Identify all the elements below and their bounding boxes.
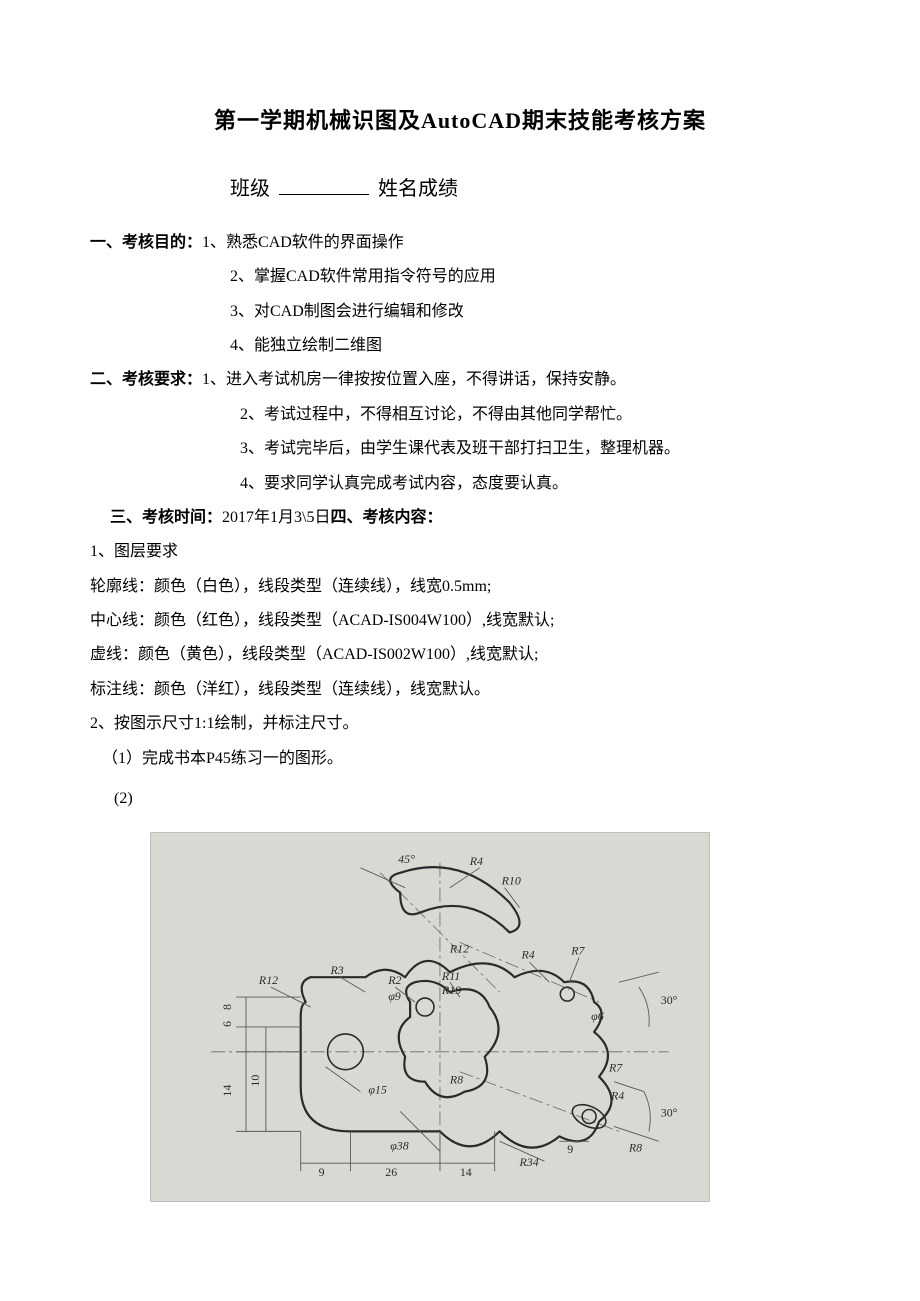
section-content-label: 四、考核内容： xyxy=(330,509,442,526)
label-R11: R11 xyxy=(441,970,460,984)
label-d8: 8 xyxy=(220,1004,234,1010)
req-item-2: 2、考试过程中，不得相互讨论，不得由其他同学帮忙。 xyxy=(90,400,830,430)
section-purpose: 一、考核目的：1、熟悉CAD软件的界面操作 xyxy=(90,228,830,258)
task-1: （1）完成书本P45练习一的图形。 xyxy=(90,744,830,774)
label-R8a: R8 xyxy=(449,1073,463,1087)
task-2: (2) xyxy=(90,784,830,814)
label-R19: R19 xyxy=(441,984,461,998)
label-phi9: φ9 xyxy=(388,990,401,1004)
label-R8b: R8 xyxy=(628,1141,642,1155)
purpose-item-3: 3、对CAD制图会进行编辑和修改 xyxy=(90,297,830,327)
label-R2: R2 xyxy=(387,974,401,988)
section-requirements-label: 二、考核要求： xyxy=(90,371,202,388)
req-item-4: 4、要求同学认真完成考试内容，态度要认真。 xyxy=(90,469,830,499)
engineering-drawing: 45° R4 R10 R12 R3 R2 φ9 R11 R19 R12 R4 R… xyxy=(150,832,710,1202)
section-time-content: 三、考核时间：2017年1月3\5日四、考核内容： xyxy=(90,503,830,533)
label-R10: R10 xyxy=(501,874,521,888)
label-R12-mid: R12 xyxy=(449,942,469,956)
center-spec: 中心线：颜色（红色），线段类型（ACAD-IS004W100）,线宽默认; xyxy=(90,606,830,636)
label-phi6: φ6 xyxy=(591,1009,604,1023)
label-R12-left: R12 xyxy=(258,974,278,988)
page-title: 第一学期机械识图及AutoCAD期末技能考核方案 xyxy=(90,100,830,142)
section-purpose-label: 一、考核目的： xyxy=(90,234,202,251)
dashed-spec: 虚线：颜色（黄色），线段类型（ACAD-IS002W100）,线宽默认; xyxy=(90,640,830,670)
label-30b: 30° xyxy=(661,1106,678,1120)
draw-requirement: 2、按图示尺寸1:1绘制，并标注尺寸。 xyxy=(90,709,830,739)
label-30a: 30° xyxy=(661,994,678,1008)
label-d6: 6 xyxy=(220,1021,234,1027)
label-d26: 26 xyxy=(385,1166,397,1180)
label-d9a: 9 xyxy=(319,1166,325,1180)
layer-requirement-heading: 1、图层要求 xyxy=(90,537,830,567)
label-R4c: R4 xyxy=(610,1089,624,1103)
label-d14v: 14 xyxy=(220,1085,234,1097)
label-R34: R34 xyxy=(519,1156,539,1170)
label-45deg: 45° xyxy=(398,852,415,866)
section-time-label: 三、考核时间： xyxy=(110,509,222,526)
dim-spec: 标注线：颜色（洋红），线段类型（连续线），线宽默认。 xyxy=(90,675,830,705)
req-item-1: 1、进入考试机房一律按按位置入座，不得讲话，保持安静。 xyxy=(202,371,626,388)
purpose-item-2: 2、掌握CAD软件常用指令符号的应用 xyxy=(90,262,830,292)
purpose-item-4: 4、能独立绘制二维图 xyxy=(90,331,830,361)
name-score-label: 姓名成绩 xyxy=(378,178,458,200)
label-d10v: 10 xyxy=(248,1075,262,1087)
label-d14h: 14 xyxy=(460,1166,472,1180)
exam-date: 2017年1月3\5日 xyxy=(222,509,330,526)
class-blank xyxy=(279,175,369,195)
section-requirements: 二、考核要求：1、进入考试机房一律按按位置入座，不得讲话，保持安静。 xyxy=(90,365,830,395)
label-R4: R4 xyxy=(469,854,483,868)
figure-container: 45° R4 R10 R12 R3 R2 φ9 R11 R19 R12 R4 R… xyxy=(90,832,830,1202)
label-R4b: R4 xyxy=(521,948,535,962)
outline-spec: 轮廓线：颜色（白色），线段类型（连续线），线宽0.5mm; xyxy=(90,572,830,602)
class-label: 班级 xyxy=(230,178,270,200)
label-phi38: φ38 xyxy=(390,1139,409,1153)
label-R7a: R7 xyxy=(570,944,585,958)
purpose-item-1: 1、熟悉CAD软件的界面操作 xyxy=(202,234,404,251)
label-R3: R3 xyxy=(330,964,344,978)
label-d9b: 9 xyxy=(567,1143,573,1157)
label-phi15: φ15 xyxy=(368,1083,387,1097)
label-R7b: R7 xyxy=(608,1061,623,1075)
req-item-3: 3、考试完毕后，由学生课代表及班干部打扫卫生，整理机器。 xyxy=(90,434,830,464)
student-info-line: 班级 姓名成绩 xyxy=(90,170,830,208)
